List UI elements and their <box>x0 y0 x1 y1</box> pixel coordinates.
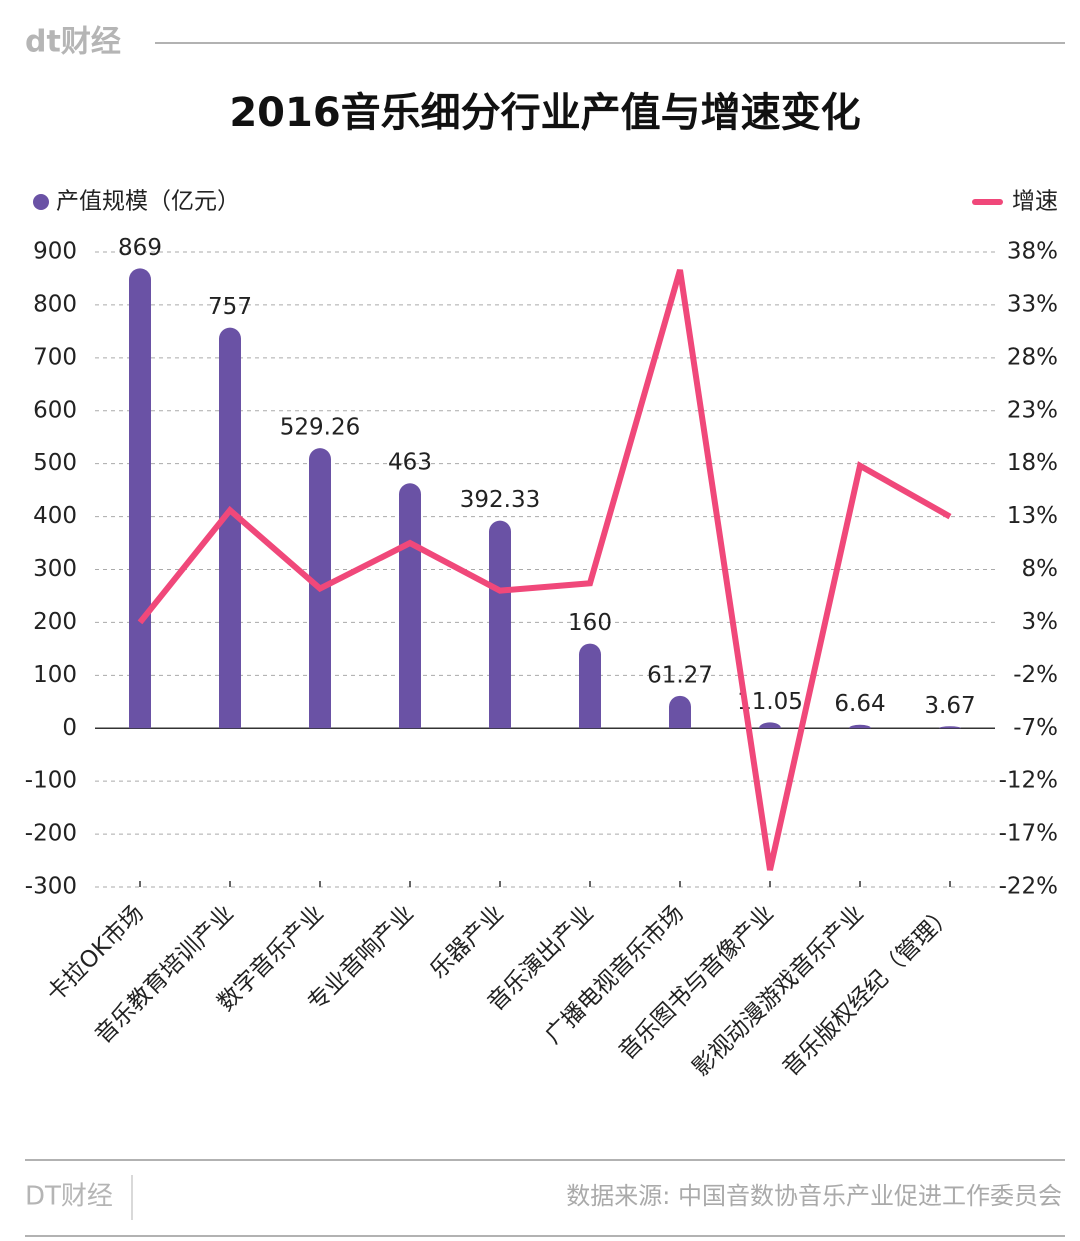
value-label: 61.27 <box>647 662 713 688</box>
y-tick-label: 500 <box>33 450 77 476</box>
x-tick-label: 影视动漫游戏音乐产业 <box>688 900 869 1081</box>
legend-label: 产值规模（亿元） <box>56 189 240 215</box>
y2-tick-label: -7% <box>1013 715 1058 741</box>
y2-tick-label: 3% <box>1022 609 1059 635</box>
chart-title: 2016音乐细分行业产值与增速变化 <box>229 90 860 136</box>
value-label: 392.33 <box>460 487 540 513</box>
bar <box>399 483 421 729</box>
y-tick-label: -200 <box>25 821 77 847</box>
value-label: 529.26 <box>280 415 360 441</box>
y-tick-label: 900 <box>33 239 77 265</box>
y2-tick-label: -22% <box>999 874 1058 900</box>
y-tick-label: -100 <box>25 768 77 794</box>
y-tick-label: 400 <box>33 503 77 529</box>
y2-tick-label: 33% <box>1007 291 1058 317</box>
value-label: 160 <box>568 610 612 636</box>
bar <box>129 268 151 729</box>
value-label: 869 <box>118 235 162 261</box>
bar <box>939 726 961 729</box>
legend-swatch <box>33 194 49 210</box>
bar <box>669 695 691 729</box>
bar <box>849 724 871 729</box>
y2-tick-label: 8% <box>1022 556 1059 582</box>
y-tick-label: -300 <box>25 874 77 900</box>
y2-tick-label: -12% <box>999 768 1058 794</box>
y2-tick-label: 13% <box>1007 503 1058 529</box>
y2-tick-label: 38% <box>1007 239 1058 265</box>
line <box>137 269 952 871</box>
y-tick-label: 300 <box>33 556 77 582</box>
logo: dt财经 <box>25 25 121 60</box>
bar <box>579 643 601 729</box>
y-tick-label: 0 <box>62 715 77 741</box>
legend-label: 增速 <box>1012 189 1058 215</box>
value-label: 463 <box>388 450 432 476</box>
y-tick-label: 700 <box>33 344 77 370</box>
footer-brand: DT财经 <box>25 1182 113 1212</box>
bar <box>759 722 781 729</box>
bar <box>489 520 511 729</box>
y-tick-label: 800 <box>33 291 77 317</box>
y2-tick-label: 18% <box>1007 450 1058 476</box>
y2-tick-label: 28% <box>1007 344 1058 370</box>
x-tick-label: 乐器产业 <box>425 900 508 983</box>
y-tick-label: 200 <box>33 609 77 635</box>
y-tick-label: 100 <box>33 662 77 688</box>
y-tick-label: 600 <box>33 397 77 423</box>
y2-tick-label: -17% <box>999 821 1058 847</box>
y2-tick-label: 23% <box>1007 397 1058 423</box>
value-label: 757 <box>208 294 252 320</box>
y2-tick-label: -2% <box>1013 662 1058 688</box>
value-label: 3.67 <box>924 693 975 719</box>
x-tick-label: 音乐版权经纪（管理） <box>778 900 959 1081</box>
bar <box>219 327 241 729</box>
value-label: 6.64 <box>834 691 885 717</box>
footer-source: 数据来源: 中国音数协音乐产业促进工作委员会 <box>566 1182 1062 1210</box>
x-tick-label: 音乐图书与音像产业 <box>614 900 779 1065</box>
